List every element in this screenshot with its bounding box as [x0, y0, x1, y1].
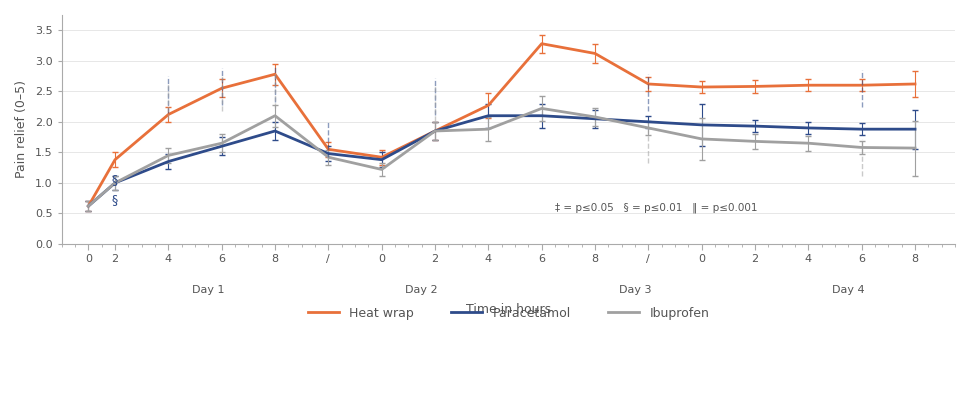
- Text: §: §: [111, 193, 118, 206]
- Y-axis label: Pain relief (0–5): Pain relief (0–5): [15, 80, 28, 178]
- Text: Day 2: Day 2: [405, 285, 438, 295]
- Text: Day 4: Day 4: [831, 285, 863, 295]
- X-axis label: Time in hours: Time in hours: [465, 303, 550, 316]
- Text: ‡ = p≤0.05   § = p≤0.01   ‖ = p≤0.001: ‡ = p≤0.05 § = p≤0.01 ‖ = p≤0.001: [554, 202, 757, 213]
- Text: §: §: [111, 173, 118, 186]
- Legend: Heat wrap, Paracetamol, Ibuprofen: Heat wrap, Paracetamol, Ibuprofen: [302, 302, 713, 324]
- Text: Day 3: Day 3: [618, 285, 650, 295]
- Text: Day 1: Day 1: [192, 285, 225, 295]
